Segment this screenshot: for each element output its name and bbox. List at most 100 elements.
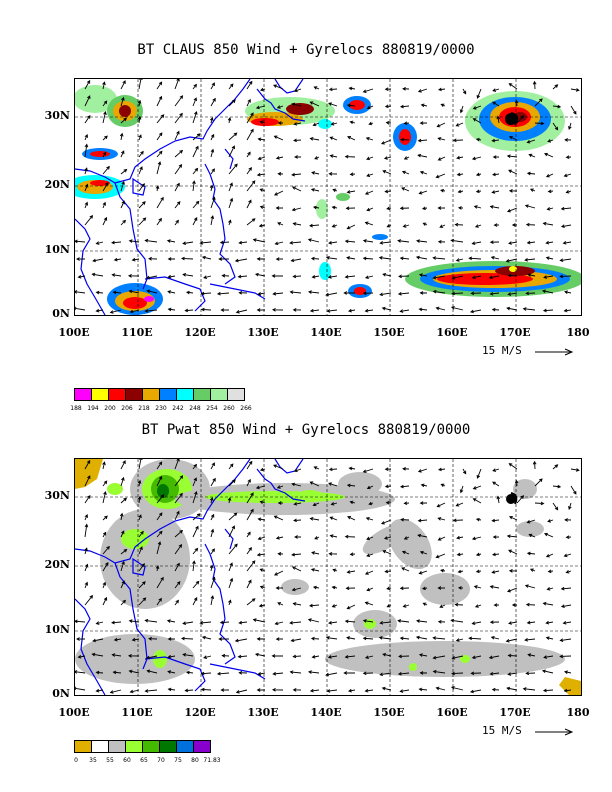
wind-arrow	[113, 637, 122, 642]
wind-arrow	[255, 485, 266, 490]
wind-arrow	[437, 536, 446, 541]
wind-arrow	[327, 275, 338, 279]
wind-arrow	[235, 309, 248, 314]
wind-arrow	[273, 84, 284, 90]
wind-arrow	[228, 219, 232, 226]
wind-arrow	[219, 620, 230, 625]
wind-arrow	[570, 468, 580, 472]
wind-arrow	[491, 138, 500, 143]
wind-arrow	[559, 638, 572, 643]
legend-label: 80	[191, 757, 199, 764]
wind-arrow	[291, 172, 302, 177]
wind-arrow	[366, 553, 374, 557]
panel2-map[interactable]	[74, 458, 582, 696]
legend-label: 35	[89, 757, 97, 764]
wind-arrow	[76, 637, 86, 641]
wind-arrow	[451, 671, 464, 676]
wind-arrow	[329, 534, 338, 538]
wind-arrow	[145, 655, 158, 660]
wind-arrow	[84, 114, 91, 124]
wind-arrow	[174, 529, 184, 538]
wind-arrow	[102, 461, 106, 470]
wind-arrow	[210, 576, 216, 589]
wind-arrow	[347, 136, 356, 141]
wind-arrow	[102, 216, 108, 226]
wind-arrow	[528, 533, 536, 538]
wind-arrow	[291, 186, 302, 192]
panel2-legend	[74, 740, 211, 753]
wind-arrow	[564, 138, 572, 142]
wind-arrow	[246, 180, 256, 192]
wind-arrow	[210, 548, 215, 555]
wind-arrow	[167, 274, 176, 279]
wind-arrow	[432, 636, 446, 640]
panel1-map[interactable]	[74, 78, 582, 316]
wind-arrow	[167, 307, 176, 312]
wind-arrow	[346, 483, 356, 488]
wind-arrow	[475, 517, 482, 522]
wind-arrow	[384, 467, 392, 471]
legend-label: 230	[155, 405, 167, 412]
wind-arrow	[84, 563, 89, 572]
wind-arrow	[563, 308, 572, 313]
wind-arrow	[331, 224, 338, 228]
wind-arrow	[349, 172, 356, 177]
wind-arrow	[437, 619, 446, 624]
wind-arrow	[545, 240, 554, 245]
wind-arrow	[401, 550, 410, 555]
wind-arrow	[273, 190, 284, 196]
wind-arrow	[181, 636, 194, 641]
wind-arrow	[491, 518, 500, 523]
wind-arrow	[75, 670, 86, 674]
wind-arrow	[174, 219, 179, 226]
wind-arrow	[492, 481, 500, 487]
wind-arrow	[210, 215, 215, 226]
coastlines	[75, 79, 306, 315]
wind-arrow	[129, 689, 140, 694]
wind-arrow	[312, 205, 320, 210]
wind-arrow	[348, 308, 356, 313]
wind-arrow	[362, 291, 374, 296]
wind-arrow	[345, 586, 356, 591]
wind-arrow	[399, 586, 410, 591]
wind-arrow	[131, 637, 140, 642]
wind-arrow	[200, 307, 212, 312]
wind-arrow	[471, 156, 482, 161]
wind-arrow	[472, 105, 482, 110]
wind-arrow	[379, 292, 392, 297]
wind-arrow	[156, 132, 163, 141]
wind-arrow	[146, 669, 158, 674]
wind-arrow	[256, 637, 266, 641]
wind-arrow	[397, 239, 410, 243]
wind-arrow	[120, 530, 125, 538]
panel1-legend	[74, 388, 245, 401]
wind-arrow	[84, 79, 91, 90]
wind-arrow	[451, 291, 464, 296]
wind-arrow	[532, 460, 537, 470]
wind-arrow	[294, 155, 302, 159]
wind-arrow	[507, 273, 518, 278]
wind-arrow	[307, 238, 320, 243]
wind-arrow	[400, 517, 410, 522]
wind-arrow	[379, 672, 392, 677]
wind-arrow	[138, 459, 143, 470]
wind-arrow	[508, 463, 518, 470]
wind-arrow	[488, 655, 500, 660]
wind-arrow	[102, 135, 108, 141]
wind-arrow	[181, 256, 194, 261]
legend-label: 200	[104, 405, 116, 412]
wind-arrow	[435, 553, 446, 559]
wind-arrow	[307, 670, 320, 674]
wind-arrow	[257, 536, 266, 541]
wind-arrow	[258, 223, 266, 228]
wind-arrow	[364, 275, 374, 279]
wind-arrow	[346, 570, 356, 574]
wind-arrow	[109, 309, 122, 314]
legend-swatch	[193, 388, 211, 401]
wind-arrow	[210, 513, 215, 521]
panel2-lon-label: 130E	[247, 706, 279, 719]
wind-arrow	[490, 255, 500, 260]
wind-arrow	[129, 309, 140, 314]
wind-arrow	[256, 308, 266, 312]
wind-arrow	[437, 156, 446, 161]
